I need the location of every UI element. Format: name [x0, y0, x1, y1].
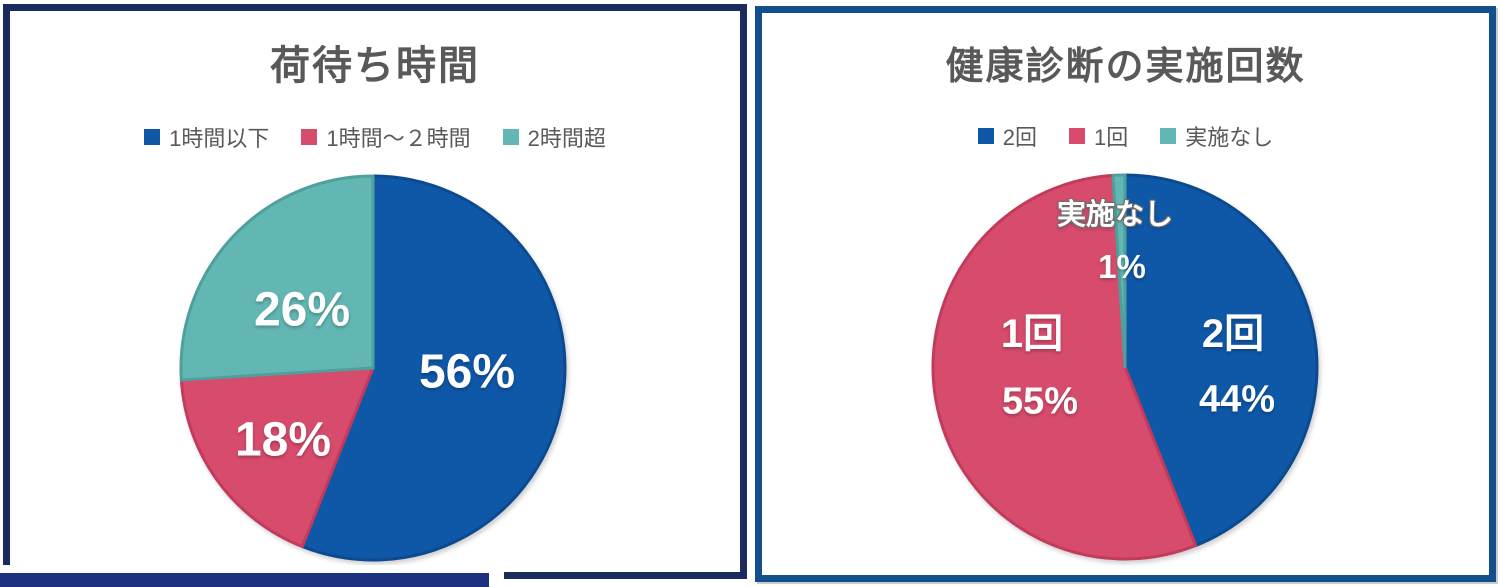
pie-slice-label-2-times: 2回	[1201, 312, 1265, 356]
pie-data-label-56: 56%	[418, 345, 516, 399]
pie-slice	[1123, 173, 1319, 548]
legend-item-over-2h: 2時間超	[502, 121, 606, 153]
legend-item-2-times: 2回	[977, 120, 1037, 152]
pie-data-label-55: 55%	[1001, 380, 1079, 423]
legend-item-under-1h: 1時間以下	[144, 121, 269, 153]
legend-color-swatch	[1068, 128, 1085, 144]
pie-slice-label-none: 実施なし	[1056, 199, 1174, 231]
pie-data-label-44: 44%	[1198, 378, 1276, 421]
legend-label: 実施なし	[1185, 125, 1274, 150]
pie-data-label-18: 18%	[234, 413, 332, 467]
panel-health-checkup-count: 健康診断の実施回数 2回 1回 実施なし 実施なし 1% 1回 55% 2回 4…	[755, 6, 1496, 582]
legend-item-1-to-2h: 1時間～２時間	[301, 121, 471, 153]
pie-slice-label-1-time: 1回	[1000, 312, 1064, 356]
legend-color-swatch	[502, 129, 519, 145]
legend-label: 1回	[1093, 125, 1129, 150]
legend-color-swatch	[1160, 128, 1177, 144]
legend-label: 1時間～２時間	[326, 126, 471, 151]
pie-data-label-1: 1%	[1098, 248, 1146, 285]
legend-color-swatch	[144, 129, 161, 145]
chart-legend: 1時間以下 1時間～２時間 2時間超	[10, 121, 740, 153]
pie-chart-cargo-wait	[179, 174, 567, 562]
legend-label: 2回	[1002, 125, 1037, 150]
legend-label: 1時間以下	[169, 126, 270, 151]
pie-chart-health-checkup	[931, 173, 1319, 561]
pie-slice	[179, 174, 375, 382]
chart-title: 健康診断の実施回数	[945, 46, 1306, 88]
pie-slice	[1111, 173, 1127, 369]
pie-slice	[931, 173, 1198, 561]
pie-slice	[300, 174, 567, 562]
pie-slice	[179, 366, 375, 549]
bottom-accent-bar	[0, 573, 489, 587]
legend-color-swatch	[301, 129, 318, 145]
legend-item-1-time: 1回	[1068, 120, 1129, 152]
chart-title: 荷待ち時間	[270, 44, 480, 88]
pie-data-label-26: 26%	[253, 283, 351, 337]
panel-cargo-wait-time: 荷待ち時間 1時間以下 1時間～２時間 2時間超 56% 18% 26%	[3, 4, 747, 579]
chart-legend: 2回 1回 実施なし	[762, 120, 1489, 152]
legend-label: 2時間超	[527, 126, 606, 151]
legend-color-swatch	[977, 128, 994, 144]
legend-item-none: 実施なし	[1160, 120, 1273, 152]
